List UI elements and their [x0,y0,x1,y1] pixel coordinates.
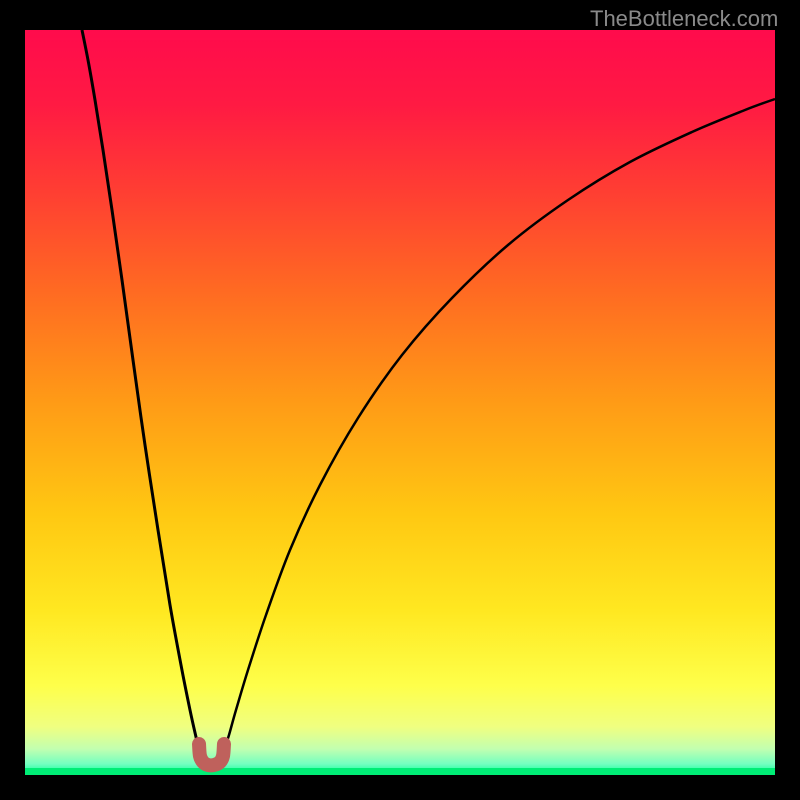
bottleneck-curve-left [82,30,198,744]
watermark-text: TheBottleneck.com [590,6,778,32]
bottleneck-curve-right [226,99,775,744]
bottleneck-notch [199,744,224,765]
curve-overlay [0,0,800,800]
figure-root: TheBottleneck.com [0,0,800,800]
